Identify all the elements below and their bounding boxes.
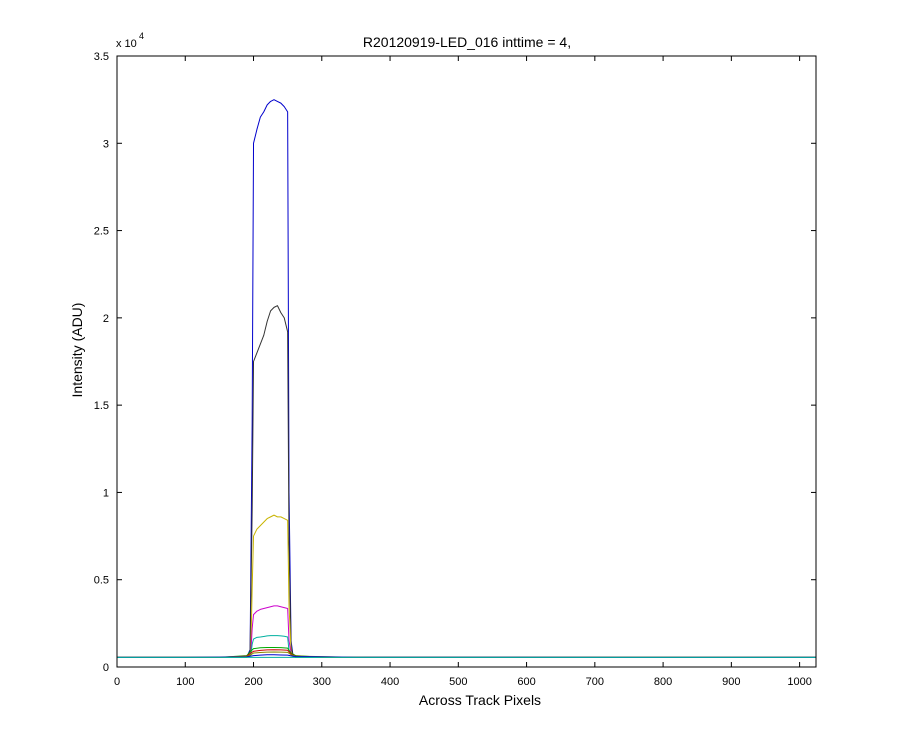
y-axis-exponent-power: 4: [139, 31, 144, 41]
x-axis-ticks: 0 100 200 300 400 500 600 700 800 900 1000: [114, 56, 812, 688]
y-tick-label-2.5: 2.5: [94, 226, 109, 238]
y-axis-exponent-base: x 10: [116, 38, 137, 50]
plot-area: 0 100 200 300 400 500 600 700 800 900 1000 0 0.5 1 1.…: [94, 51, 817, 688]
x-tick-label-500: 500: [449, 676, 467, 688]
y-axis-ticks: 0 0.5 1 1.5 2 2.5 3 3.5: [94, 51, 816, 674]
x-tick-label-800: 800: [654, 676, 672, 688]
y-tick-label-3.5: 3.5: [94, 51, 109, 63]
x-tick-label-200: 200: [244, 676, 262, 688]
x-tick-label-1000: 1000: [787, 676, 811, 688]
axes-box: [116, 55, 817, 668]
y-axis-label: Intensity (ADU): [69, 303, 85, 398]
series-line-3: [117, 514, 816, 658]
axes-background: [117, 56, 816, 667]
x-tick-label-0: 0: [114, 676, 120, 688]
series-layer: [117, 99, 817, 658]
chart-title: R20120919-LED_016 inttime = 4,: [363, 34, 571, 50]
y-tick-label-0.5: 0.5: [94, 575, 109, 587]
y-tick-label-1: 1: [103, 487, 109, 499]
x-tick-label-900: 900: [722, 676, 740, 688]
x-axis-label: Across Track Pixels: [419, 692, 541, 708]
y-tick-label-2: 2: [103, 313, 109, 325]
y-tick-label-0: 0: [103, 662, 109, 674]
series-line-4: [117, 605, 816, 658]
y-tick-label-1.5: 1.5: [94, 400, 109, 412]
x-tick-label-600: 600: [517, 676, 535, 688]
y-tick-label-3: 3: [103, 138, 109, 150]
x-tick-label-100: 100: [176, 676, 194, 688]
series-line-6: [117, 646, 817, 658]
x-tick-label-300: 300: [313, 676, 331, 688]
series-line-9: [117, 654, 817, 658]
x-tick-label-700: 700: [586, 676, 604, 688]
series-line-2: [117, 305, 816, 658]
x-tick-label-400: 400: [381, 676, 399, 688]
